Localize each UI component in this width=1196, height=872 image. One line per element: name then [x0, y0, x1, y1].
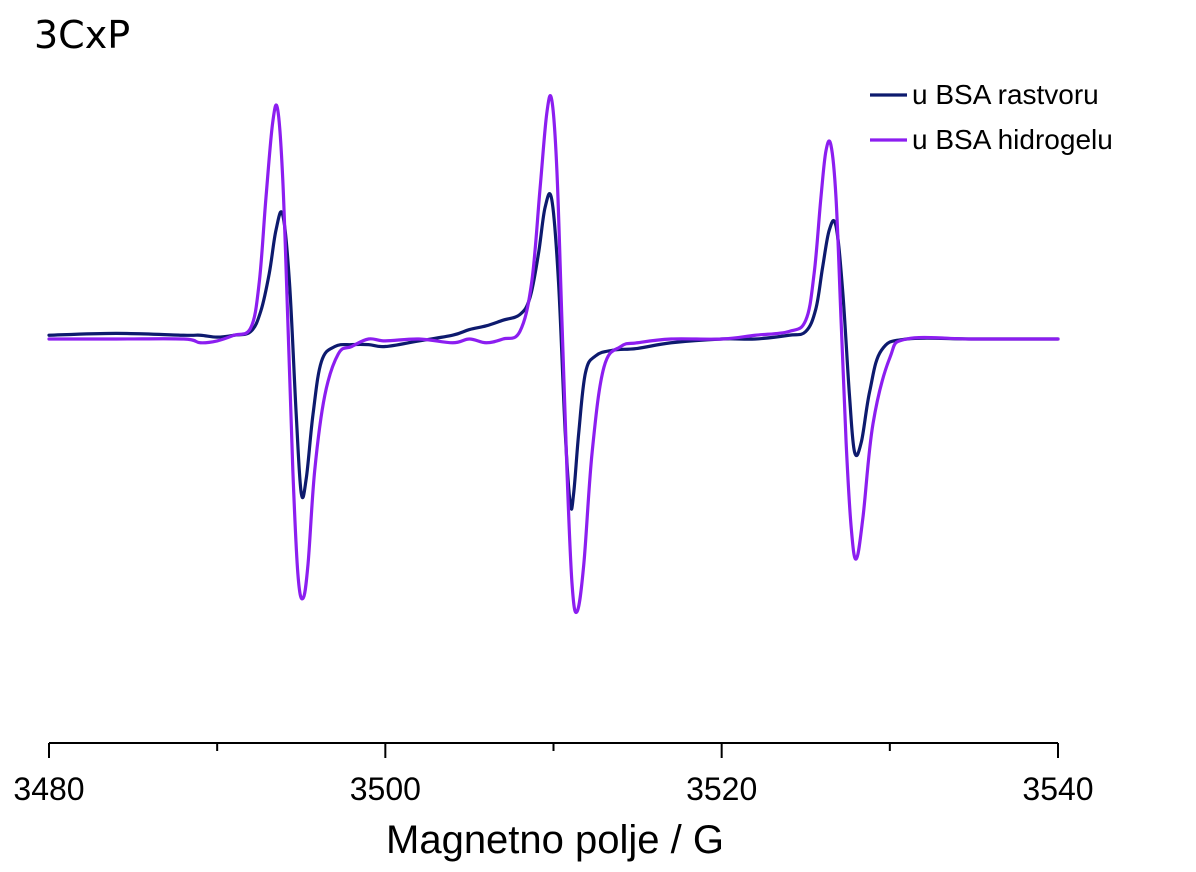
legend-label-2: u BSA hidrogelu	[912, 124, 1113, 155]
x-tick-label: 3500	[350, 771, 421, 807]
x-axis-label: Magnetno polje / G	[386, 818, 724, 862]
plot-area	[47, 94, 1060, 614]
legend: u BSA rastvoru u BSA hidrogelu	[870, 79, 1113, 155]
series-line-1	[47, 192, 1060, 511]
legend-label-1: u BSA rastvoru	[912, 79, 1099, 110]
x-tick-label: 3480	[13, 771, 84, 807]
x-axis-ticks: 3480 3500 3520 3540	[13, 743, 1094, 807]
series-line-2	[47, 94, 1060, 614]
x-tick-label: 3540	[1022, 771, 1093, 807]
x-tick-label: 3520	[686, 771, 757, 807]
chart-title: 3CxP	[34, 13, 130, 57]
